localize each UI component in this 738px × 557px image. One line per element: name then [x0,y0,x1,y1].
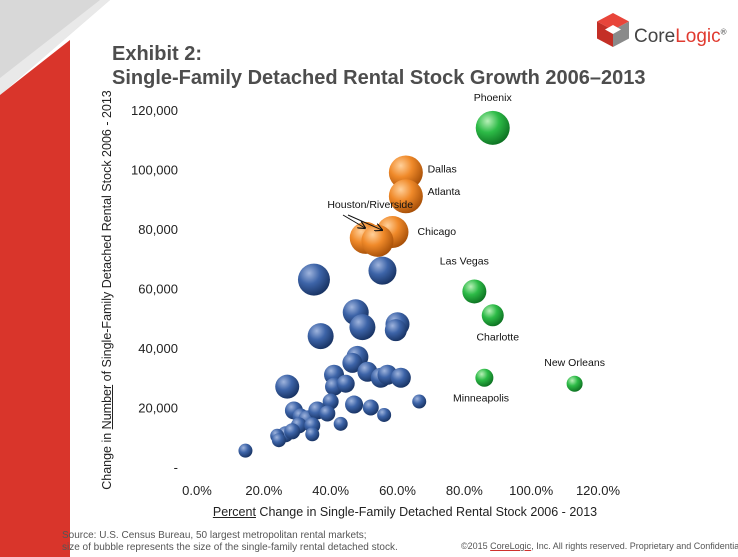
copyright-rest: , Inc. All rights reserved. Proprietary … [531,541,738,551]
x-tick-label: 80.0% [446,483,483,498]
bubble-point[interactable] [319,405,336,422]
corelogic-logo: CoreLogic® [596,12,736,56]
logo-text-core: Core [634,26,676,47]
bubble-point[interactable] [349,314,376,341]
bubbles-layer [238,110,583,458]
bubble-las-vegas[interactable] [462,279,487,304]
bubble-point[interactable] [307,323,334,350]
bubble-riverside[interactable] [361,224,394,257]
label-charlotte: Charlotte [476,332,519,344]
decorative-left-band [0,0,110,557]
copyright-brand: CoreLogic [490,541,532,551]
bubble-minneapolis[interactable] [475,368,494,387]
y-tick-label: 80,000 [138,222,178,237]
source-note: Source: U.S. Census Bureau, 50 largest m… [62,530,398,554]
bubble-point[interactable] [284,423,301,440]
bubble-point[interactable] [412,394,427,409]
bubble-phoenix[interactable] [475,110,510,145]
bubble-point[interactable] [368,256,397,285]
chart-axes: 0.0% 20.0% 40.0% 60.0% 80.0% 100.0% 120.0% - 20,… [131,103,620,498]
y-axis-title-underlined: Number [100,384,114,430]
label-phoenix: Phoenix [474,92,513,104]
x-tick-label: 20.0% [245,483,282,498]
y-tick-label: 120,000 [131,103,178,118]
copyright-footer: ©2015 CoreLogic, Inc. All rights reserve… [461,541,738,551]
bubble-point[interactable] [238,443,253,458]
x-tick-label: 40.0% [312,483,349,498]
bubble-atlanta[interactable] [388,179,423,214]
y-axis-title-before: Change in [100,429,114,490]
source-line-1: Source: U.S. Census Bureau, 50 largest m… [62,530,367,541]
bubble-point[interactable] [271,433,286,448]
bubble-point[interactable] [342,352,363,373]
chart-title: Single-Family Detached Rental Stock Grow… [112,67,646,89]
logo-registered: ® [720,27,727,37]
exhibit-title: Exhibit 2: [112,43,203,65]
bubble-point[interactable] [275,374,300,399]
bubble-new-orleans[interactable] [566,375,583,392]
bubble-charlotte[interactable] [481,304,504,327]
y-tick-label: - [174,460,178,475]
x-tick-label: 100.0% [509,483,554,498]
label-minneapolis: Minneapolis [453,393,509,405]
label-las-vegas: Las Vegas [440,256,489,268]
label-chicago: Chicago [418,226,457,238]
x-tick-label: 0.0% [182,483,212,498]
y-tick-label: 100,000 [131,163,178,178]
logo-text-logic: Logic [675,26,721,47]
annotations-layer: Phoenix Dallas Atlanta Chicago Houston/River… [327,92,605,404]
bubble-point[interactable] [390,367,411,388]
corelogic-cube-icon [597,13,629,47]
bubble-point[interactable] [333,416,348,431]
y-tick-label: 20,000 [138,401,178,416]
bubble-point[interactable] [362,399,379,416]
x-axis-title: Percent Change in Single-Family Detached… [180,505,630,519]
y-axis-title-after: of Single-Family Detached Rental Stock 2… [100,90,114,385]
y-tick-label: 40,000 [138,341,178,356]
x-axis-title-rest: Change in Single-Family Detached Rental … [255,505,598,519]
x-tick-label: 60.0% [379,483,416,498]
bubble-point[interactable] [377,407,392,422]
bubble-point[interactable] [305,427,320,442]
label-new-orleans: New Orleans [544,357,605,369]
bubble-point[interactable] [297,263,330,296]
source-line-2: size of bubble represents the size of th… [62,542,398,553]
label-dallas: Dallas [428,163,457,175]
bubble-point[interactable] [345,395,364,414]
bubble-point[interactable] [336,374,355,393]
copyright-prefix: ©2015 [461,541,491,551]
y-axis-title: Change in Number of Single-Family Detach… [100,80,114,500]
label-atlanta: Atlanta [428,186,461,198]
riverside-arrow [347,214,382,230]
label-houston-riverside: Houston/Riverside [327,199,413,211]
bubble-dallas[interactable] [388,155,423,190]
y-tick-label: 60,000 [138,282,178,297]
bubble-point[interactable] [384,319,407,342]
x-axis-title-prefix: Percent [212,505,256,519]
x-tick-label: 120.0% [576,483,621,498]
houston-arrow [342,214,365,228]
